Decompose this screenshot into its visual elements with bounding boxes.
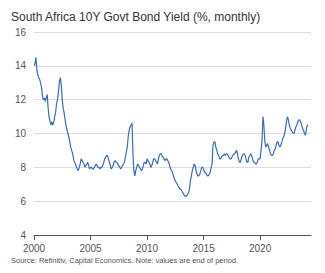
svg-text:South Africa 10Y Govt Bond Yie: South Africa 10Y Govt Bond Yield (%, mon… <box>11 10 260 24</box>
svg-text:8: 8 <box>20 162 26 173</box>
svg-text:2020: 2020 <box>249 243 272 254</box>
svg-text:2005: 2005 <box>79 243 102 254</box>
svg-text:2015: 2015 <box>192 243 215 254</box>
svg-text:2010: 2010 <box>136 243 159 254</box>
svg-text:14: 14 <box>15 60 27 71</box>
svg-text:10: 10 <box>15 128 27 139</box>
svg-text:12: 12 <box>15 94 27 105</box>
svg-text:Source: Refinitiv, Capital Eco: Source: Refinitiv, Capital Economics. No… <box>11 256 238 265</box>
svg-text:6: 6 <box>20 196 26 207</box>
svg-text:2000: 2000 <box>23 243 46 254</box>
svg-text:4: 4 <box>20 230 26 241</box>
svg-text:16: 16 <box>15 27 27 38</box>
